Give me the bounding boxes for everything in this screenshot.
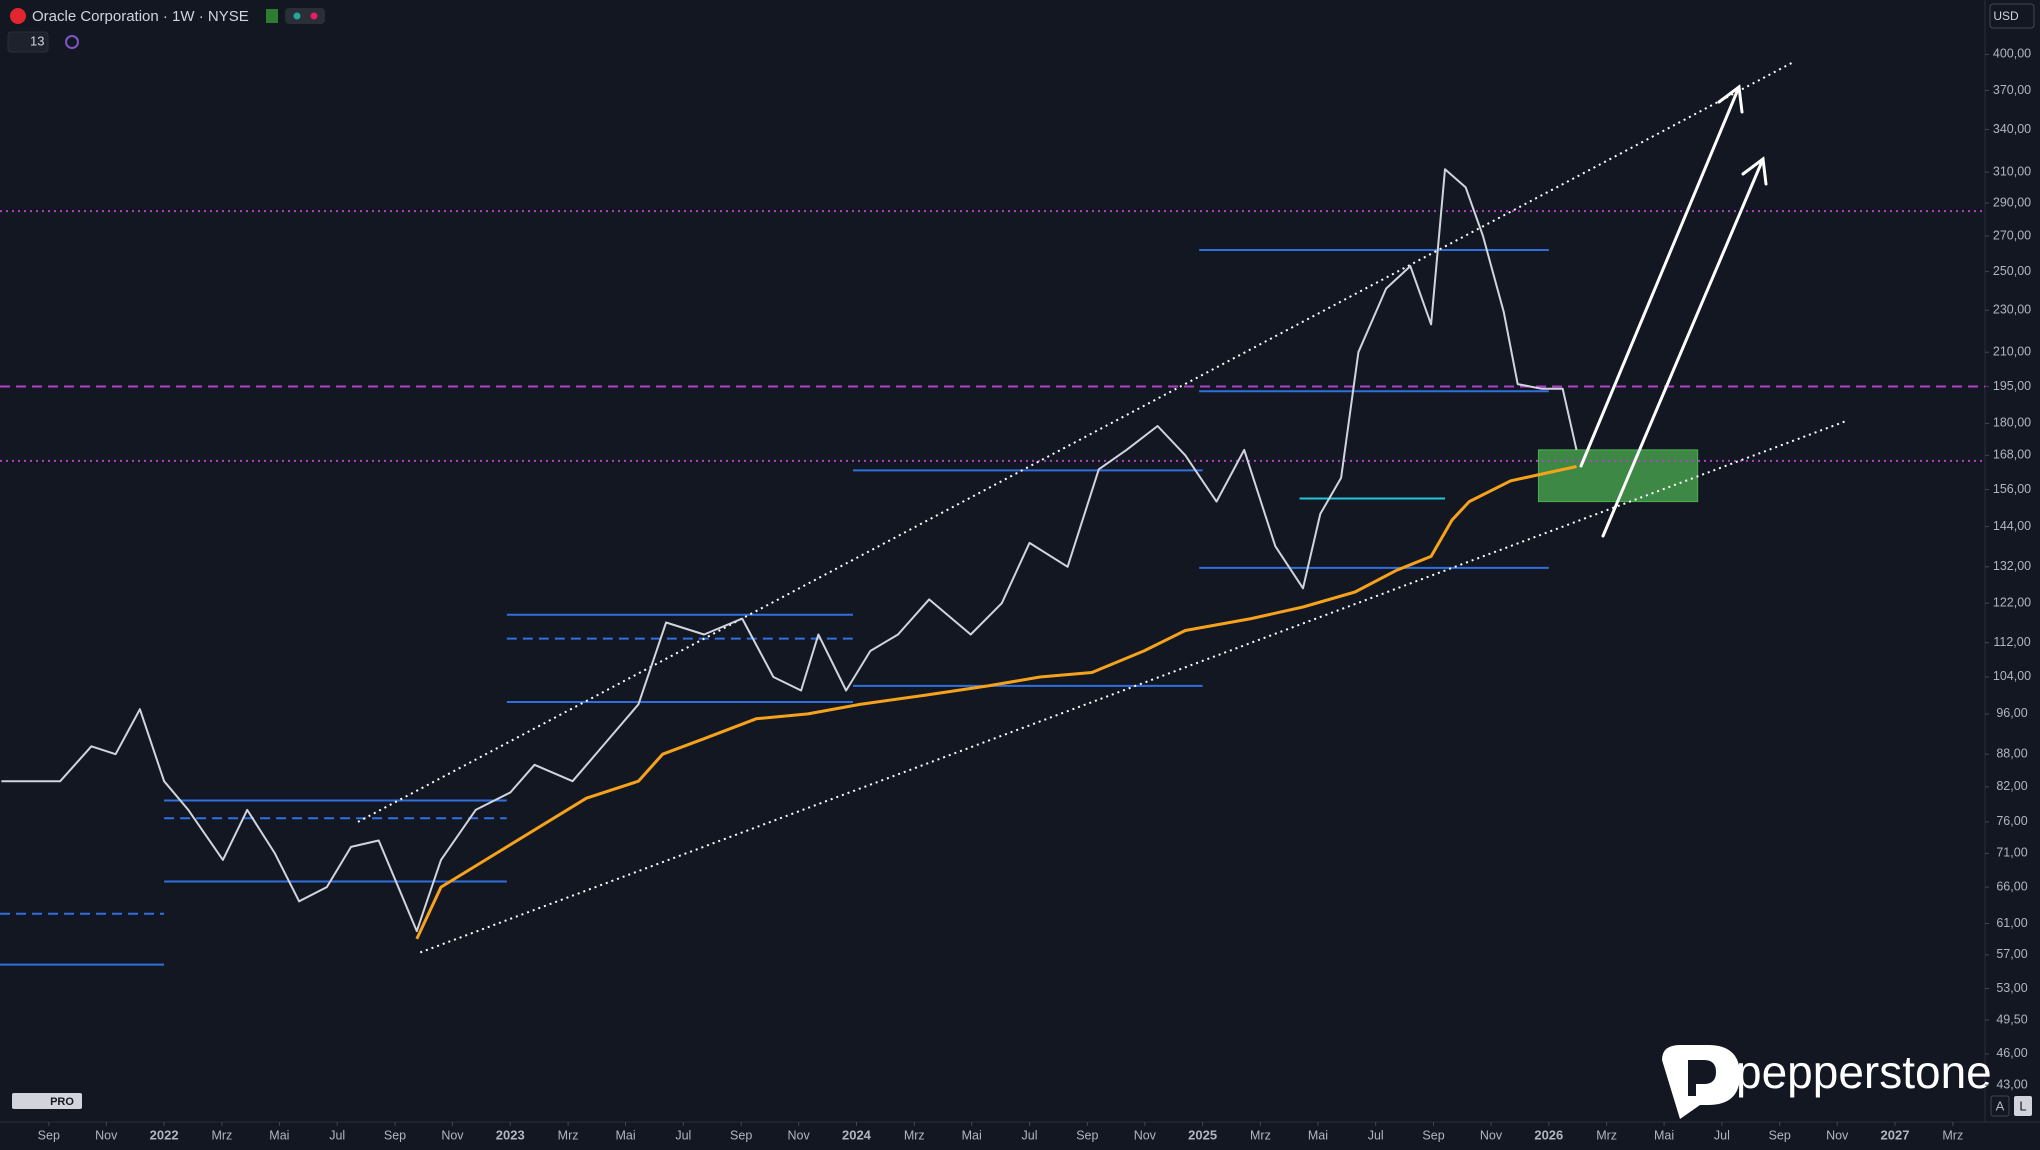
y-tick-label: 66,00 <box>1996 879 2027 893</box>
x-tick-label: 2024 <box>842 1127 872 1142</box>
indicator-toggle[interactable] <box>7 31 49 53</box>
y-tick-label: 61,00 <box>1996 916 2027 930</box>
target-zone <box>1537 449 1699 503</box>
symbol-title[interactable]: Oracle Corporation · 1W · NYSE <box>32 8 249 25</box>
x-tick-label: Mrz <box>1250 1128 1271 1142</box>
y-tick-label: 49,50 <box>1996 1012 2027 1026</box>
plot-area <box>0 60 1985 966</box>
y-tick-label: 340,00 <box>1993 122 2031 136</box>
y-tick-label: 370,00 <box>1993 83 2031 97</box>
x-tick-label: Mrz <box>558 1128 579 1142</box>
y-tick-label: 144,00 <box>1993 519 2031 533</box>
annotation-arrows <box>1579 84 1768 538</box>
y-tick-label: 290,00 <box>1993 195 2031 209</box>
y-tick-label: 57,00 <box>1996 947 2027 961</box>
y-tick-label: 400,00 <box>1993 47 2031 61</box>
y-tick-label: 88,00 <box>1996 746 2027 760</box>
x-tick-label: Mai <box>1654 1128 1674 1142</box>
x-tick-label: Sep <box>1769 1128 1791 1142</box>
trendline <box>419 419 1847 954</box>
status-pill <box>285 8 325 24</box>
x-tick-label: Nov <box>95 1128 118 1142</box>
x-tick-label: Sep <box>730 1128 752 1142</box>
y-tick-label: 82,00 <box>1996 779 2027 793</box>
x-tick-label: Nov <box>788 1128 811 1142</box>
scale-button-label: A <box>1996 1098 2005 1113</box>
x-tick-label: Sep <box>38 1128 60 1142</box>
x-tick-label: Mai <box>615 1128 635 1142</box>
y-tick-label: 104,00 <box>1993 669 2031 683</box>
x-tick-label: Mrz <box>1596 1128 1617 1142</box>
x-tick-label: Jul <box>1022 1128 1038 1142</box>
y-tick-label: 230,00 <box>1993 302 2031 316</box>
currency-label: USD <box>1993 9 2019 23</box>
y-tick-label: 180,00 <box>1993 416 2031 430</box>
y-tick-label: 168,00 <box>1993 448 2031 462</box>
x-tick-label: Sep <box>384 1128 406 1142</box>
arrow-head <box>1741 156 1768 186</box>
tv-logo <box>12 1093 82 1109</box>
y-tick-label: 46,00 <box>1996 1046 2027 1060</box>
indicator-count: 13 <box>30 33 44 48</box>
x-tick-label: 2025 <box>1188 1127 1217 1142</box>
scale-button[interactable] <box>1990 1095 2010 1117</box>
y-tick-label: 250,00 <box>1993 264 2031 278</box>
plan-label: PRO <box>50 1096 74 1108</box>
indicator-icon <box>65 35 79 49</box>
trendline <box>357 60 1796 823</box>
y-tick-label: 270,00 <box>1993 228 2031 242</box>
x-tick-label: Jul <box>1714 1128 1730 1142</box>
y-tick-label: 96,00 <box>1996 706 2027 720</box>
currency-button[interactable] <box>1989 3 2035 29</box>
scale-button[interactable] <box>2014 1096 2032 1116</box>
y-tick-label: 71,00 <box>1996 846 2027 860</box>
x-tick-label: Nov <box>1826 1128 1849 1142</box>
price-line <box>1 168 1578 933</box>
y-tick-label: 53,00 <box>1996 981 2027 995</box>
symbol-logo <box>10 8 26 24</box>
x-tick-label: Jul <box>675 1128 691 1142</box>
x-tick-label: Mrz <box>211 1128 232 1142</box>
price-line <box>415 465 1577 940</box>
arrow <box>1579 85 1741 468</box>
x-tick-label: Jul <box>329 1128 345 1142</box>
x-tick-label: 2026 <box>1534 1127 1563 1142</box>
x-tick-label: Mrz <box>1942 1128 1963 1142</box>
x-tick-label: Nov <box>1480 1128 1503 1142</box>
y-tick-label: 43,00 <box>1996 1077 2027 1091</box>
y-tick-label: 122,00 <box>1993 595 2031 609</box>
brand-icon-p <box>1688 1060 1716 1096</box>
x-tick-label: Mai <box>1308 1128 1328 1142</box>
status-dot <box>293 12 301 20</box>
x-tick-label: Sep <box>1076 1128 1098 1142</box>
x-tick-label: Sep <box>1422 1128 1444 1142</box>
flag-icon <box>266 9 278 23</box>
scale-button-label: L <box>2019 1098 2026 1113</box>
x-tick-label: Mai <box>962 1128 982 1142</box>
x-tick-label: Nov <box>441 1128 464 1142</box>
y-tick-label: 156,00 <box>1993 482 2031 496</box>
y-tick-label: 310,00 <box>1993 165 2031 179</box>
x-tick-label: Mai <box>269 1128 289 1142</box>
arrow-head <box>1717 84 1744 114</box>
y-tick-label: 195,00 <box>1993 379 2031 393</box>
arrow <box>1601 157 1765 538</box>
y-tick-label: 132,00 <box>1993 559 2031 573</box>
brand-name: pepperstone <box>1736 1046 1992 1098</box>
x-tick-label: 2022 <box>150 1127 179 1142</box>
x-tick-label: Mrz <box>904 1128 925 1142</box>
x-tick-label: 2023 <box>496 1127 525 1142</box>
y-tick-label: 210,00 <box>1993 345 2031 359</box>
x-tick-label: 2027 <box>1881 1127 1910 1142</box>
status-dot <box>310 12 318 20</box>
y-tick-label: 76,00 <box>1996 814 2027 828</box>
x-tick-label: Jul <box>1368 1128 1384 1142</box>
x-tick-label: Nov <box>1134 1128 1157 1142</box>
y-tick-label: 112,00 <box>1993 635 2030 649</box>
